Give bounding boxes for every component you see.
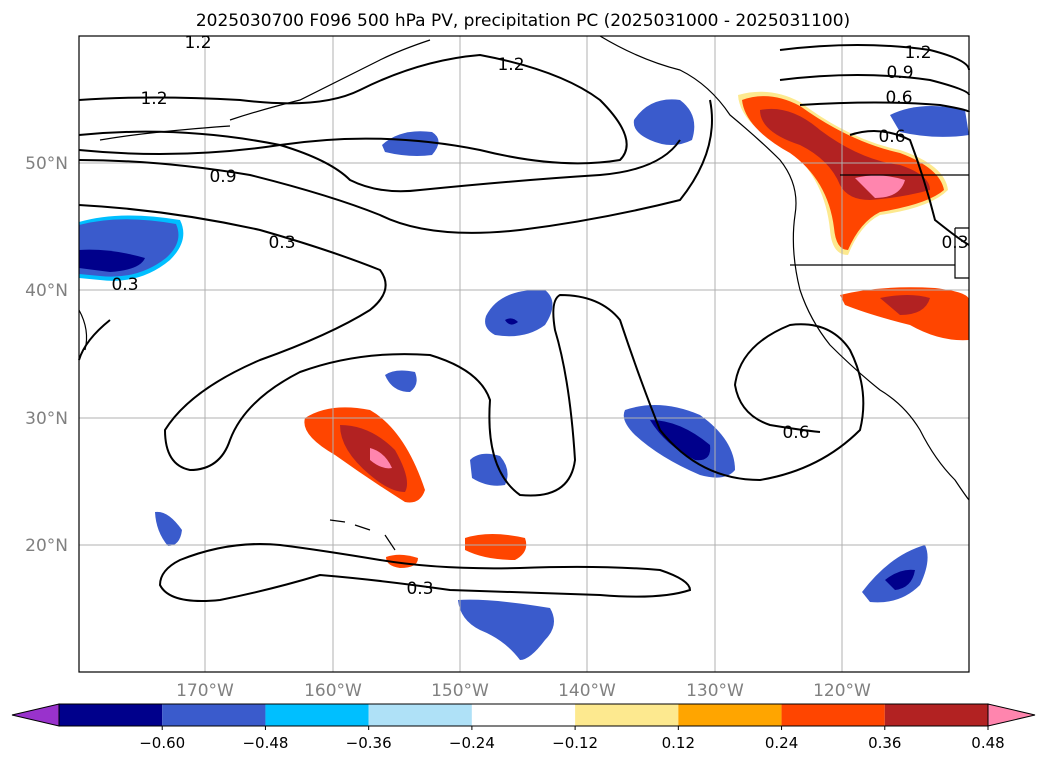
lon-label: 160°W — [304, 681, 362, 701]
precip-positive-small-1 — [465, 534, 527, 560]
lon-label: 140°W — [558, 681, 616, 701]
lon-label: 120°W — [813, 681, 871, 701]
contour-0.3-west — [78, 319, 111, 361]
north-america-coast — [599, 35, 970, 501]
colorbar-tick-label: 0.12 — [662, 734, 695, 752]
longitude-labels: 170°W 160°W 150°W 140°W 130°W 120°W — [176, 681, 871, 701]
colorbar-segment — [265, 704, 369, 726]
lat-label: 50°N — [25, 154, 68, 174]
lat-label: 30°N — [25, 409, 68, 429]
colorbar-tick-label: −0.36 — [346, 734, 392, 752]
contour-0.3-main — [78, 204, 865, 497]
colorbar-extend-low — [11, 703, 60, 727]
map-panel: 1.2 1.2 1.2 1.2 0.9 0.9 0.6 0.6 0.3 0.3 … — [78, 33, 970, 673]
colorbar-segment — [678, 704, 782, 726]
colorbar-tick-label: −0.24 — [449, 734, 495, 752]
lon-label: 150°W — [431, 681, 489, 701]
contour-label: 0.3 — [941, 233, 968, 253]
precip-negative-south — [458, 599, 554, 660]
precip-negative-30n — [623, 405, 735, 478]
contour-label: 0.3 — [406, 579, 433, 599]
contour-0.9 — [78, 99, 713, 234]
colorbar-segment — [162, 704, 266, 726]
hawaiian-islands — [329, 519, 396, 551]
colorbar-tick-label: −0.60 — [139, 734, 185, 752]
precip-negative-small-1 — [385, 370, 417, 392]
colorbar-segment — [59, 704, 163, 726]
precip-positive-hawaii — [304, 407, 425, 503]
contour-1.2-mid — [78, 130, 681, 193]
precip-negative-small-2 — [470, 453, 508, 486]
colorbar-tick-label: 0.48 — [971, 734, 1004, 752]
precip-negative-west — [79, 215, 184, 281]
precipitation-fills — [79, 91, 969, 660]
colorbar-segment — [471, 704, 576, 726]
pv-contours — [78, 44, 970, 602]
colorbar-tick-label: 0.36 — [868, 734, 901, 752]
contour-0.6-inner — [849, 130, 970, 246]
precip-negative-alaska — [633, 99, 695, 145]
contour-label: 0.6 — [885, 88, 912, 108]
contour-label: 0.3 — [268, 233, 295, 253]
colorbar-tick-label: −0.48 — [242, 734, 288, 752]
colorbar-outline — [58, 703, 989, 727]
contour-label: 0.6 — [782, 423, 809, 443]
alaska-peninsula — [229, 39, 431, 121]
contour-label: 0.6 — [878, 127, 905, 147]
contour-0.3-south — [158, 543, 692, 602]
lon-label: 130°W — [686, 681, 744, 701]
lon-label: 170°W — [176, 681, 234, 701]
precip-negative-southeast — [862, 545, 928, 603]
state-box — [954, 227, 969, 279]
colorbar-tick-label: −0.12 — [552, 734, 598, 752]
precip-negative-north — [382, 131, 439, 156]
contour-0.9-east — [779, 74, 970, 96]
contour-1.2-east — [779, 44, 970, 71]
colorbar-segment — [368, 704, 472, 726]
precip-negative-mid — [485, 289, 553, 337]
precip-negative-northeast — [890, 106, 969, 137]
contour-labels: 1.2 1.2 1.2 1.2 0.9 0.9 0.6 0.6 0.3 0.3 … — [111, 33, 968, 599]
contour-label: 0.3 — [111, 275, 138, 295]
colorbar-segment — [781, 704, 885, 726]
latitude-labels: 50°N 40°N 30°N 20°N — [25, 154, 68, 556]
colorbar-tick-label: 0.24 — [765, 734, 798, 752]
contour-label: 0.9 — [209, 167, 236, 187]
contour-0.6-east — [799, 101, 970, 113]
precip-positive-pacific-northwest — [738, 91, 948, 255]
contour-label: 0.9 — [886, 63, 913, 83]
colorbar-segment — [884, 704, 988, 726]
precip-positive-california — [840, 287, 969, 341]
lat-label: 40°N — [25, 281, 68, 301]
contour-1.2-west — [78, 53, 628, 165]
colorbar-segment — [575, 704, 679, 726]
chart-title: 2025030700 F096 500 hPa PV, precipitatio… — [196, 11, 850, 31]
colorbar: −0.60 −0.48 −0.36 −0.24 −0.12 0.12 0.24 0.36 0.4… — [11, 703, 1036, 752]
precip-negative-small-3 — [155, 511, 182, 546]
contour-label: 1.2 — [497, 55, 524, 75]
contour-label: 1.2 — [184, 33, 211, 53]
contour-label: 1.2 — [140, 89, 167, 109]
contour-label: 1.2 — [904, 43, 931, 63]
colorbar-extend-high — [987, 703, 1036, 727]
lat-label: 20°N — [25, 536, 68, 556]
map-frame — [78, 35, 970, 673]
